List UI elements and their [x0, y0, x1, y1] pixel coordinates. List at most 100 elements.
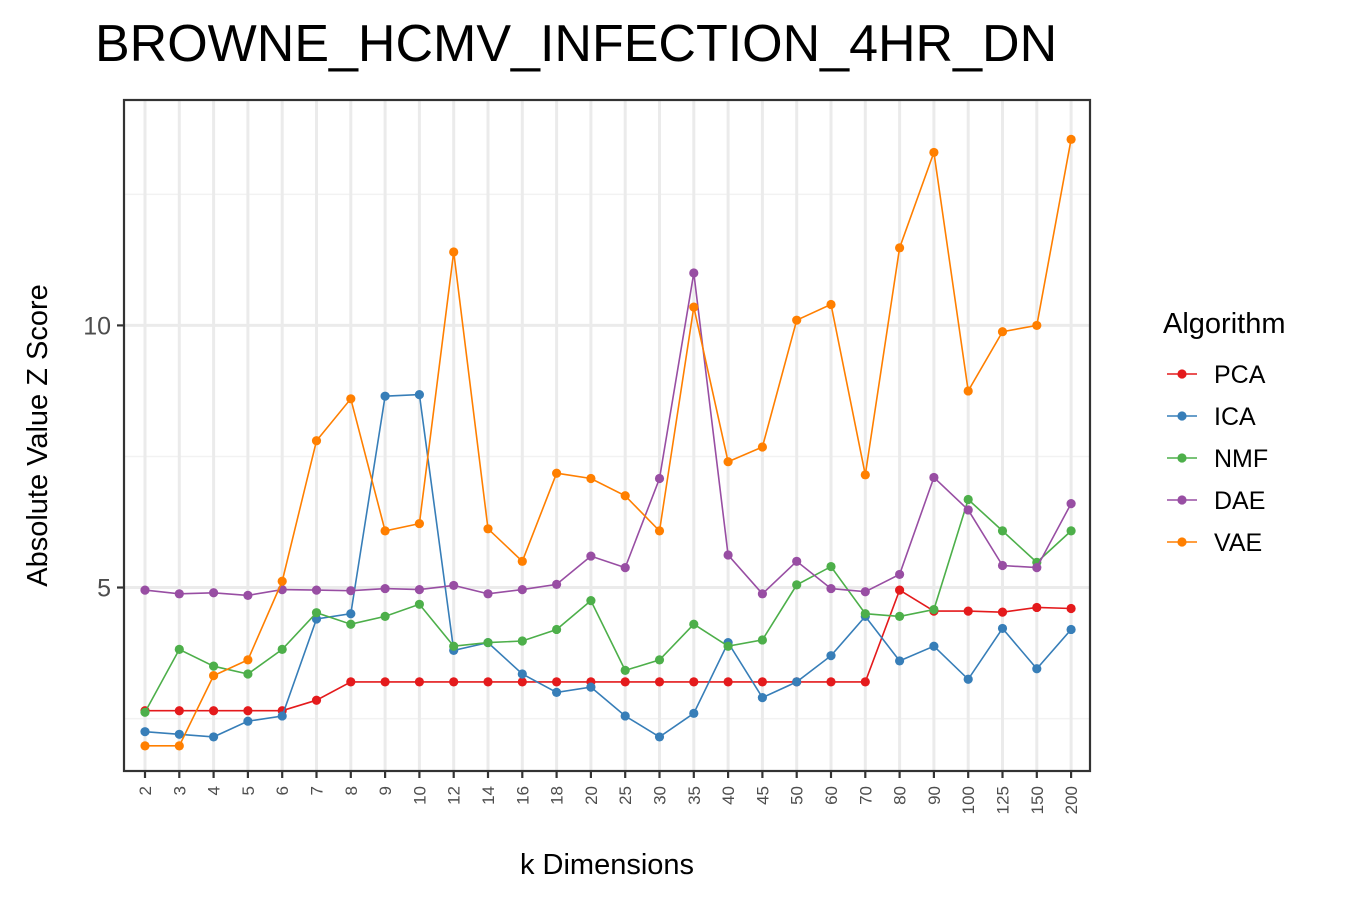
- grid-lines: [124, 100, 1090, 771]
- data-point-dae: [963, 505, 973, 515]
- data-point-vae: [277, 576, 287, 586]
- data-point-vae: [792, 315, 802, 325]
- data-point-dae: [1066, 499, 1076, 509]
- data-point-vae: [929, 147, 939, 158]
- data-point-nmf: [929, 604, 939, 615]
- data-point-pca: [517, 677, 527, 687]
- legend-key-point: [1177, 537, 1187, 547]
- data-point-nmf: [860, 609, 870, 619]
- x-tick-label: 125: [994, 786, 1013, 814]
- x-tick-label: 45: [753, 786, 772, 805]
- data-point-dae: [586, 551, 596, 561]
- x-tick-label: 4: [205, 786, 224, 795]
- data-point-dae: [997, 560, 1008, 571]
- data-point-nmf: [380, 611, 390, 621]
- x-tick-label: 35: [685, 786, 704, 805]
- data-point-dae: [620, 563, 630, 573]
- data-point-nmf: [723, 641, 733, 651]
- data-point-dae: [311, 585, 322, 595]
- data-point-vae: [483, 524, 493, 534]
- x-tick-label: 16: [513, 786, 532, 805]
- data-point-pca: [209, 706, 219, 716]
- x-tick-label: 25: [616, 786, 635, 805]
- data-point-dae: [895, 569, 905, 580]
- data-point-dae: [929, 472, 939, 483]
- data-point-nmf: [346, 619, 356, 629]
- legend-key-point: [1177, 411, 1187, 421]
- data-point-pca: [414, 677, 424, 687]
- data-point-dae: [826, 583, 836, 594]
- legend-key-point: [1177, 369, 1187, 379]
- data-point-vae: [654, 526, 665, 536]
- data-point-pca: [1032, 602, 1042, 613]
- data-point-nmf: [963, 494, 973, 505]
- data-point-ica: [586, 682, 596, 692]
- data-point-vae: [517, 556, 527, 566]
- data-point-ica: [689, 708, 699, 718]
- data-point-vae: [209, 670, 219, 681]
- data-point-vae: [895, 243, 905, 253]
- legend-label: PCA: [1214, 361, 1266, 389]
- data-point-pca: [174, 706, 184, 716]
- data-point-nmf: [826, 561, 836, 572]
- x-tick-label: 18: [548, 786, 567, 805]
- data-point-ica: [895, 656, 905, 666]
- data-point-nmf: [243, 669, 253, 679]
- data-point-dae: [414, 585, 424, 595]
- legend-title: Algorithm: [1163, 308, 1286, 340]
- series-line-pca: [145, 588, 1072, 712]
- legend-label: DAE: [1214, 487, 1265, 515]
- y-axis-title: Absolute Value Z Score: [22, 284, 54, 587]
- data-point-dae: [860, 587, 870, 597]
- data-point-dae: [380, 583, 390, 594]
- data-point-vae: [860, 470, 870, 480]
- data-point-dae: [449, 580, 459, 591]
- x-tick-label: 70: [856, 786, 875, 805]
- data-point-pca: [723, 677, 733, 687]
- data-point-nmf: [517, 636, 527, 646]
- data-point-nmf: [1066, 526, 1076, 536]
- legend-label: VAE: [1214, 529, 1262, 557]
- x-tick-label: 150: [1028, 786, 1047, 814]
- data-point-nmf: [997, 526, 1008, 536]
- x-tick-label: 200: [1062, 786, 1081, 814]
- legend-label: NMF: [1214, 445, 1268, 473]
- data-point-nmf: [209, 661, 219, 671]
- data-point-pca: [243, 706, 253, 716]
- data-point-nmf: [449, 641, 459, 651]
- data-point-ica: [346, 609, 356, 619]
- data-point-nmf: [757, 635, 768, 645]
- data-point-dae: [723, 550, 733, 560]
- data-point-pca: [311, 695, 322, 705]
- chart-title: BROWNE_HCMV_INFECTION_4HR_DN: [95, 15, 1058, 73]
- data-point-pca: [689, 677, 699, 687]
- x-tick-label: 100: [959, 786, 978, 814]
- y-tick-label: 10: [83, 312, 111, 340]
- plot-panel-border: [122, 98, 1092, 773]
- data-point-nmf: [895, 611, 905, 621]
- data-point-pca: [654, 677, 665, 687]
- data-point-nmf: [586, 596, 596, 606]
- data-point-dae: [654, 473, 665, 484]
- data-point-nmf: [792, 580, 802, 590]
- data-point-pca: [826, 677, 836, 687]
- x-tick-label: 40: [719, 786, 738, 805]
- legend-key-point: [1177, 495, 1187, 505]
- data-point-vae: [826, 299, 836, 310]
- data-point-vae: [449, 247, 459, 257]
- data-point-ica: [963, 674, 973, 684]
- data-point-pca: [346, 677, 356, 687]
- data-point-ica: [311, 614, 322, 624]
- data-point-dae: [483, 589, 493, 599]
- series-line-ica: [144, 393, 1072, 738]
- legend: Algorithm PCA ICA NMF DAE VAE: [1163, 308, 1286, 557]
- data-point-vae: [380, 526, 390, 536]
- data-point-nmf: [483, 637, 493, 648]
- x-tick-label: 60: [822, 786, 841, 805]
- plot-background: [124, 100, 1090, 771]
- legend-key-point: [1177, 453, 1187, 463]
- data-point-dae: [517, 585, 527, 595]
- data-point-vae: [140, 741, 150, 751]
- data-point-dae: [757, 589, 768, 599]
